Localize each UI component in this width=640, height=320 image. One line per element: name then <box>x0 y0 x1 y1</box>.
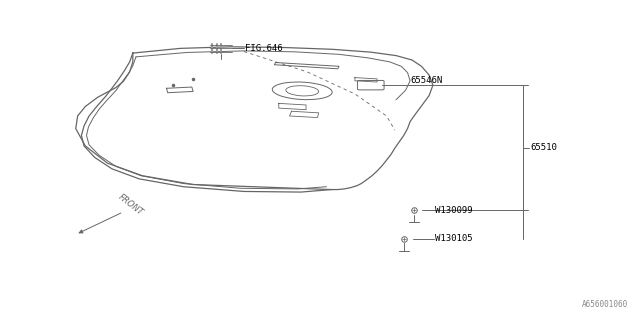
Text: 65510: 65510 <box>531 143 557 152</box>
Text: W130105: W130105 <box>435 234 473 243</box>
Text: FIG.646: FIG.646 <box>245 44 283 53</box>
Text: 65546N: 65546N <box>410 76 442 84</box>
Text: FRONT: FRONT <box>116 193 145 217</box>
Text: A656001060: A656001060 <box>582 300 628 309</box>
Text: W130099: W130099 <box>435 206 473 215</box>
